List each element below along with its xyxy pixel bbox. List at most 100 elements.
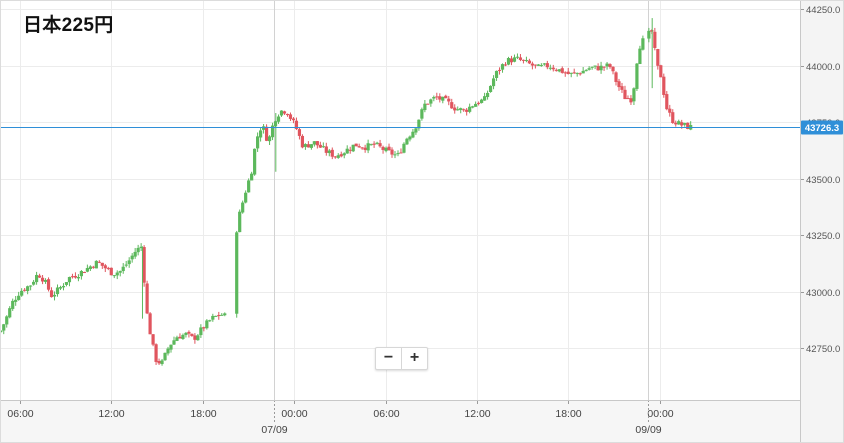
- candle-up: [79, 270, 84, 277]
- candle-down: [453, 107, 457, 111]
- zoom-in-button[interactable]: +: [401, 348, 427, 369]
- x-tick-label: 12:00: [98, 408, 124, 420]
- candle-up: [575, 72, 579, 74]
- candle-down: [372, 143, 376, 145]
- candle-down: [187, 331, 191, 334]
- candle-down: [450, 102, 454, 109]
- candle-up: [124, 264, 128, 266]
- candle-down: [300, 135, 305, 148]
- candle-down: [551, 67, 555, 70]
- candle-up: [136, 247, 140, 253]
- candle-up: [58, 287, 63, 289]
- zoom-controls: − +: [375, 347, 428, 370]
- candle-up: [205, 320, 209, 329]
- candle-down: [70, 276, 75, 278]
- candle-up: [468, 106, 472, 112]
- candle-down: [100, 262, 104, 266]
- candle-down: [315, 141, 319, 146]
- candle-down: [390, 149, 394, 155]
- candle-down: [465, 109, 469, 112]
- candle-down: [37, 275, 42, 278]
- candle-up: [342, 153, 346, 156]
- candle-up: [64, 282, 69, 285]
- candle-down: [563, 72, 567, 74]
- candle-up: [26, 286, 30, 292]
- candle-down: [462, 109, 466, 111]
- candle-down: [288, 114, 293, 119]
- candle-down: [671, 112, 675, 123]
- candle-down: [659, 65, 663, 78]
- candle-up: [0, 330, 3, 333]
- candle-down: [530, 63, 534, 66]
- candle-up: [369, 144, 373, 146]
- candle-up: [459, 108, 463, 110]
- candle-down: [527, 60, 532, 64]
- candle-up: [244, 192, 248, 203]
- candle-up: [506, 58, 511, 65]
- candle-up: [638, 48, 642, 64]
- candle-up: [20, 290, 24, 296]
- candle-up: [321, 146, 325, 148]
- candle-down: [178, 336, 182, 339]
- candle-down: [680, 122, 684, 126]
- candle-up: [35, 274, 39, 283]
- x-tick-label: 18:00: [555, 408, 581, 420]
- candle-up: [160, 360, 164, 365]
- candle-down: [566, 71, 570, 75]
- candle-down: [554, 69, 558, 71]
- price-axis-background: [800, 0, 844, 443]
- candle-down: [668, 108, 672, 113]
- candle-up: [253, 148, 257, 175]
- candle-up: [491, 78, 496, 87]
- candle-down: [572, 72, 576, 74]
- date-label: 09/09: [635, 424, 661, 436]
- candle-down: [614, 72, 618, 82]
- candle-up: [55, 287, 60, 295]
- candle-up: [2, 324, 6, 331]
- candle-up: [238, 211, 242, 233]
- candle-up: [515, 56, 520, 58]
- candle-down: [629, 98, 633, 103]
- y-tick-label: 44000.0: [806, 62, 840, 73]
- candle-down: [333, 156, 337, 158]
- y-tick-label: 43000.0: [806, 288, 840, 299]
- candle-down: [623, 89, 627, 100]
- candle-up: [351, 144, 355, 152]
- candle-up: [181, 334, 185, 339]
- candle-up: [483, 96, 487, 101]
- y-tick-label: 43500.0: [806, 175, 840, 186]
- candle-down: [578, 73, 582, 75]
- zoom-out-button[interactable]: −: [383, 349, 394, 366]
- candle-up: [121, 266, 125, 272]
- candle-up: [214, 315, 218, 317]
- candle-down: [142, 247, 146, 283]
- candle-up: [172, 340, 176, 345]
- candle-down: [387, 146, 391, 151]
- candle-up: [641, 38, 645, 50]
- candle-down: [91, 266, 95, 268]
- candle-down: [285, 113, 290, 116]
- candle-down: [294, 120, 299, 129]
- candle-down: [378, 143, 382, 147]
- candle-down: [109, 267, 113, 276]
- candle-up: [139, 246, 143, 249]
- candle-down: [49, 290, 54, 298]
- candle-down: [426, 103, 430, 105]
- candle-down: [154, 344, 158, 362]
- candle-up: [500, 64, 505, 70]
- candle-up: [581, 70, 585, 74]
- candle-up: [196, 335, 200, 341]
- candle-up: [494, 70, 499, 78]
- current-price-badge: [801, 120, 843, 135]
- candle-down: [611, 66, 615, 72]
- candle-up: [256, 136, 260, 149]
- candle-down: [106, 267, 110, 269]
- candle-down: [674, 122, 678, 125]
- candle-up: [408, 136, 412, 140]
- candle-up: [276, 116, 281, 122]
- candle-up: [211, 315, 215, 320]
- candle-down: [348, 149, 352, 151]
- candle-down: [264, 126, 269, 141]
